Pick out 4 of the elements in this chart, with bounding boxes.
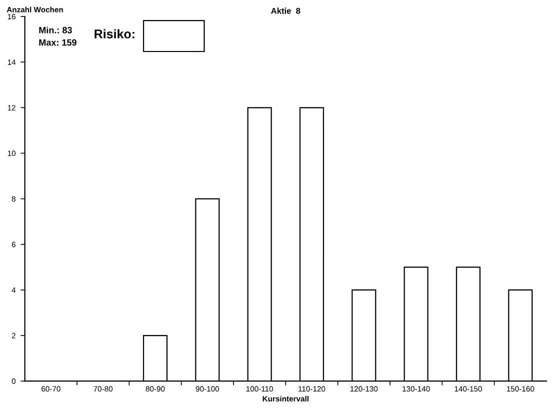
annotation: Risiko:: [94, 29, 134, 38]
annotation: Max: 159: [39, 39, 76, 46]
chart-title: Aktie 8: [271, 8, 300, 14]
annotation: Min.: 83: [39, 26, 72, 34]
